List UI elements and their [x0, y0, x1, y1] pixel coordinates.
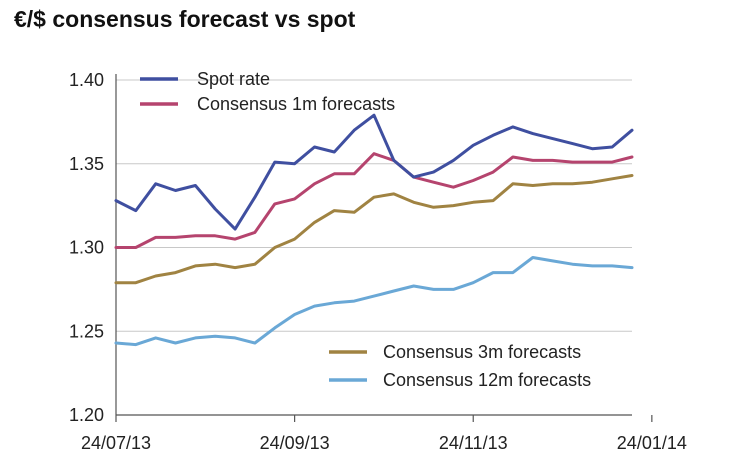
series-line-consensus-1m-forecasts	[114, 152, 634, 249]
y-tick-label: 1.25	[69, 321, 104, 341]
series-line-spot-rate	[114, 113, 634, 231]
series-lines	[114, 113, 634, 347]
gridlines	[116, 79, 632, 332]
y-tick-label: 1.30	[69, 238, 104, 258]
x-tick-label: 24/11/13	[439, 433, 508, 453]
series-line-consensus-12m-forecasts	[114, 256, 634, 347]
legend-label: Consensus 3m forecasts	[383, 342, 581, 362]
y-tick-labels: 1.20 1.25 1.30 1.35 1.40	[69, 70, 104, 425]
legend: Spot rate Consensus 1m forecasts Consensus…	[140, 69, 591, 390]
x-tick-label: 24/01/14	[617, 433, 687, 453]
legend-label: Consensus 12m forecasts	[383, 370, 591, 390]
x-tick-label: 24/09/13	[260, 433, 330, 453]
y-tick-label: 1.20	[69, 405, 104, 425]
series-line-consensus-3m-forecasts	[114, 174, 634, 285]
x-tick-label: 24/07/13	[81, 433, 151, 453]
y-tick-label: 1.40	[69, 70, 104, 90]
x-tick-labels: 24/07/13 24/09/13 24/11/13 24/01/14	[81, 433, 687, 453]
legend-label: Consensus 1m forecasts	[197, 94, 395, 114]
y-tick-label: 1.35	[69, 154, 104, 174]
chart-title: €/$ consensus forecast vs spot	[14, 6, 356, 32]
legend-label: Spot rate	[197, 69, 270, 89]
axes	[115, 74, 653, 422]
